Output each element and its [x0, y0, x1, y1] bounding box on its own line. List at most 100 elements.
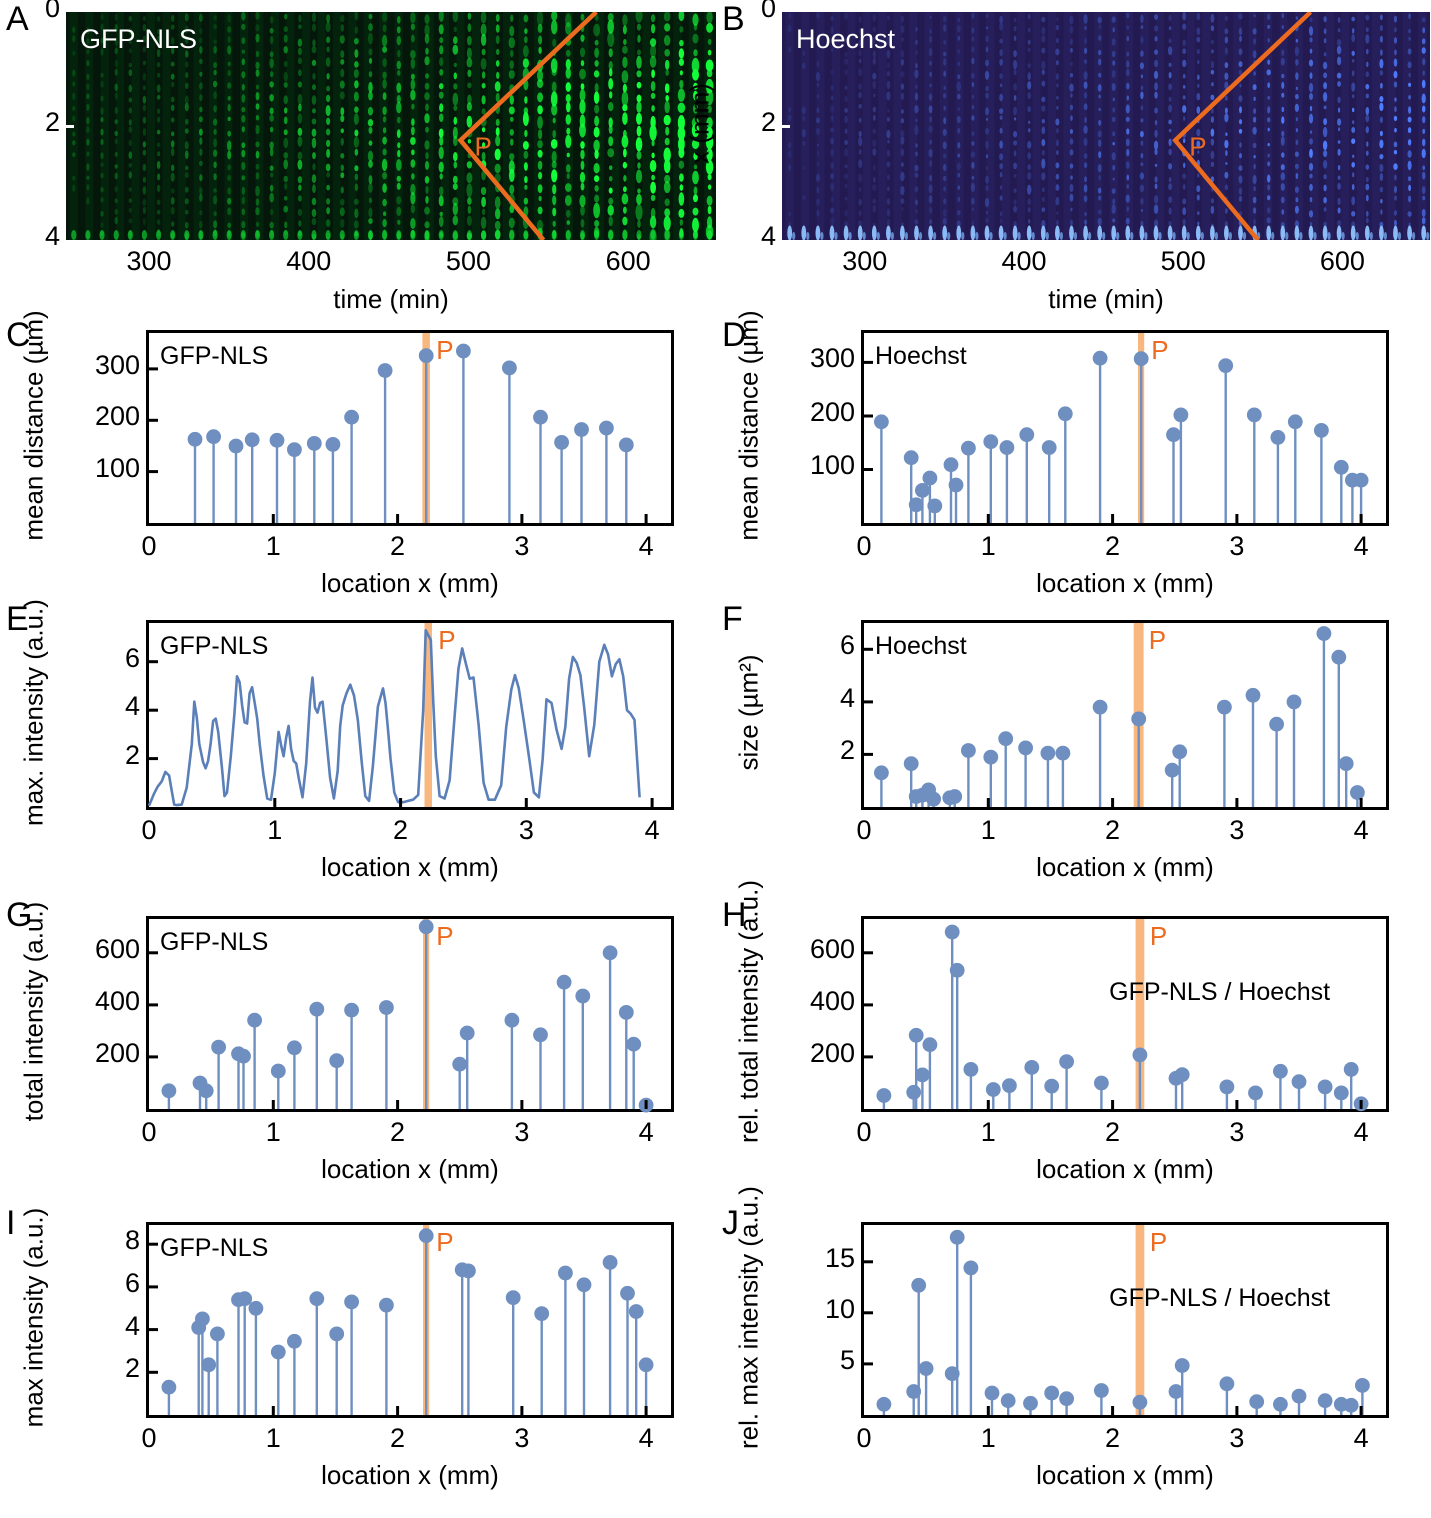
data-point: [876, 1396, 892, 1412]
data-point: [1273, 1063, 1288, 1079]
data-point: [575, 988, 591, 1004]
ytick-label: 4: [44, 221, 60, 251]
data-point: [533, 409, 548, 425]
plot-canvas-i: P: [149, 1225, 654, 1415]
data-point: [1317, 1393, 1333, 1409]
xtick-label: 1: [265, 531, 281, 561]
xtick-label: 4: [638, 531, 654, 561]
data-point: [983, 434, 999, 449]
data-point: [576, 1277, 592, 1293]
data-point: [1219, 1376, 1235, 1392]
data-point: [1000, 1393, 1016, 1409]
ytick-label: 2: [124, 739, 140, 770]
data-point: [210, 1326, 225, 1342]
data-point: [915, 483, 930, 498]
data-point: [270, 1063, 286, 1079]
xtick-label: 1: [980, 1117, 996, 1147]
data-point: [961, 743, 976, 758]
stem-series: [876, 924, 1369, 1112]
ytick-label: 200: [94, 401, 140, 432]
data-point: [985, 1082, 1001, 1097]
xtick-label: 3: [1229, 1423, 1245, 1453]
data-point: [983, 749, 999, 765]
plot-j-inset-label: GFP-NLS / Hoechst: [1109, 1284, 1331, 1312]
data-point: [1174, 1358, 1190, 1373]
data-point: [944, 1366, 960, 1381]
xtick-label: 3: [514, 1423, 530, 1453]
data-point: [211, 1039, 226, 1055]
xtick-label: 0: [856, 1117, 872, 1147]
data-point: [1131, 711, 1147, 727]
plot-e-xlabel: location x (mm): [321, 852, 499, 882]
data-point: [502, 360, 517, 376]
data-point: [344, 1002, 359, 1018]
panel-letter-d: D: [722, 316, 747, 354]
xtick-label: 4: [1353, 1117, 1369, 1147]
data-point: [1269, 716, 1284, 732]
panel-letter-g: G: [6, 896, 33, 934]
data-point: [195, 1311, 210, 1327]
data-point: [1343, 1397, 1359, 1413]
plot-canvas-c: P: [149, 333, 648, 523]
stem-series: [161, 919, 654, 1113]
data-point: [1059, 1054, 1074, 1069]
plot-h-inset-label: GFP-NLS / Hoechst: [1109, 978, 1331, 1006]
plot-g-xlabel: location x (mm): [321, 1154, 499, 1184]
plot-i-ylabel: max intensity (a.u.): [18, 1207, 49, 1428]
data-point: [379, 1000, 394, 1015]
highlight-p-label: P: [436, 1227, 453, 1257]
kymograph-b-xlabel: time (min): [1048, 284, 1164, 314]
overlay-p-label: P: [474, 131, 491, 161]
data-point: [556, 974, 572, 990]
data-point: [418, 1228, 434, 1244]
data-point: [1273, 1396, 1288, 1412]
data-point: [602, 945, 618, 961]
data-point: [329, 1326, 345, 1342]
ytick-label: 6: [124, 1267, 140, 1298]
data-point: [1246, 407, 1262, 423]
growth-front-overlay: [1172, 12, 1313, 240]
panel-letter-h: H: [722, 896, 747, 934]
kymograph-a-xaxis: [147, 240, 630, 247]
ytick-label: 300: [94, 349, 140, 380]
xtick-label: 1: [980, 815, 996, 845]
ytick-label: 0: [44, 0, 60, 23]
data-point: [459, 1025, 475, 1041]
data-point: [228, 438, 244, 454]
highlight-p-label: P: [1151, 335, 1168, 365]
data-point: [1333, 459, 1349, 475]
data-point: [908, 497, 924, 513]
xtick-label: 0: [856, 815, 872, 845]
data-point: [1132, 1047, 1148, 1063]
panel-letter-a: A: [6, 0, 29, 38]
xtick-label: 1: [265, 1423, 281, 1453]
ytick-label: 2: [124, 1353, 140, 1384]
ytick-label: 2: [839, 735, 855, 766]
data-point: [1132, 1394, 1148, 1410]
panel-letter-e: E: [6, 600, 29, 638]
kymograph-b: P: [782, 12, 1430, 240]
data-point: [949, 962, 965, 978]
data-point: [1019, 427, 1035, 443]
highlight-band: [424, 623, 432, 807]
ytick-label: 8: [124, 1225, 140, 1256]
xtick-label: 1: [980, 531, 996, 561]
data-point: [270, 1344, 286, 1360]
data-point: [1094, 1383, 1109, 1398]
stem-series: [187, 343, 634, 523]
xtick-label: 300: [126, 246, 172, 276]
data-point: [903, 756, 919, 771]
data-point: [1219, 1079, 1235, 1095]
data-point: [1270, 430, 1286, 445]
ytick-label: 2: [44, 107, 60, 137]
data-point: [344, 409, 359, 425]
ytick-label: 300: [809, 343, 855, 374]
ytick-label: 4: [124, 1310, 140, 1341]
data-point: [558, 1265, 573, 1281]
data-point: [961, 440, 976, 456]
xtick-label: 300: [842, 246, 888, 276]
plot-f: P: [861, 620, 1389, 810]
data-point: [248, 1300, 264, 1316]
panel-letter-f: F: [722, 600, 743, 638]
ytick-mark: [782, 124, 790, 128]
